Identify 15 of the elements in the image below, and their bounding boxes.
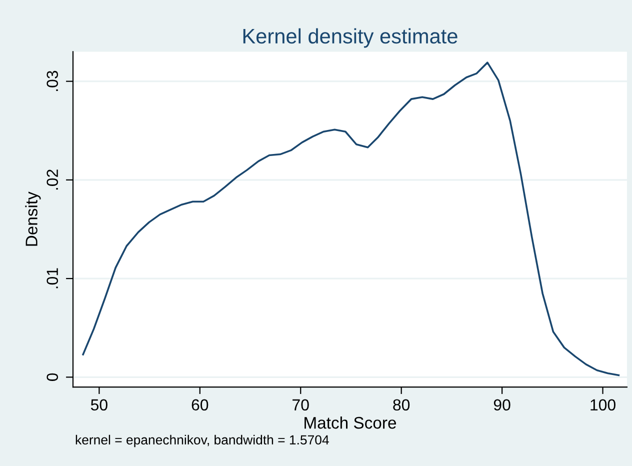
- y-tick-label: .02: [46, 170, 58, 190]
- x-tick-label: 90: [494, 399, 510, 411]
- line-series: [82, 62, 620, 376]
- y-tick-label: .03: [46, 70, 58, 91]
- chart-title: Kernel density estimate: [243, 28, 458, 48]
- x-tick-label: 60: [192, 399, 208, 411]
- x-tick-label: 70: [292, 399, 309, 411]
- x-tick-label: 50: [90, 399, 108, 411]
- text: kernel = epanechnikov, bandwidth = 1.5704: [76, 434, 329, 448]
- x-axis-title: Match Score: [304, 416, 396, 429]
- y-axis-title: Density: [25, 192, 41, 246]
- x-tick-label: 80: [393, 399, 410, 411]
- y-tick-label: 0: [46, 373, 58, 381]
- x-tick-label: 100: [590, 399, 616, 411]
- y-tick-label: .01: [46, 268, 58, 288]
